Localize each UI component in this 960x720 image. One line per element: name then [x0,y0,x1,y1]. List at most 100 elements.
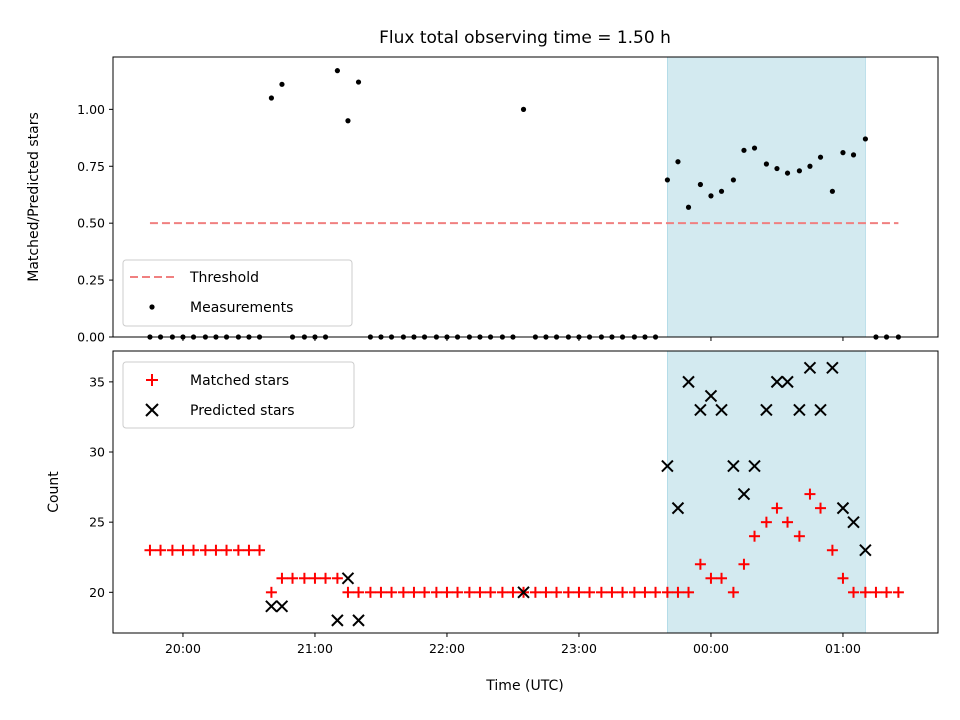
legend-matched-label: Matched stars [190,373,289,389]
matched-star-marker [837,572,849,584]
matched-star-marker [386,586,398,598]
matched-star-marker [694,558,706,570]
measurement-point [774,165,780,172]
predicted-star-marker [341,572,355,585]
predicted-star-marker [737,487,751,501]
matched-star-marker [155,544,167,556]
predicted-star-marker [770,375,784,389]
matched-star-marker [782,516,794,528]
matched-star-marker [430,586,442,598]
bottom-shaded-region [667,350,866,634]
matched-star-marker [342,586,354,598]
matched-star-marker [419,586,431,598]
measurement-point [697,181,704,188]
predicted-star-marker [682,375,695,389]
predicted-star-marker [715,403,728,417]
measurement-point [741,147,747,153]
predicted-star-marker [793,403,806,417]
matched-star-marker [397,586,409,598]
matched-star-marker [364,586,376,598]
matched-star-marker [727,586,739,598]
matched-star-marker [331,572,343,584]
measurement-point [334,68,340,74]
bottom-x-tick-label: 23:00 [561,641,597,656]
bottom-legend: Matched stars Predicted stars [122,361,355,429]
top-y-tick-label: 1.00 [77,102,105,117]
matched-star-marker [562,586,574,598]
predicted-star-marker [826,361,839,375]
measurement-point [268,95,274,101]
matched-star-marker [573,586,585,598]
bottom-y-tick-label: 20 [89,585,105,600]
measurement-point [807,163,813,169]
predicted-star-marker [748,459,761,473]
matched-star-marker [276,572,288,584]
measurement-point [817,154,824,160]
matched-star-marker [870,586,882,598]
bottom-x-tick-label: 01:00 [825,641,861,656]
matched-star-marker [628,586,640,598]
predicted-star-marker [803,361,817,375]
measurement-point [730,177,737,183]
measurement-point [751,145,758,151]
figure-title: Flux total observing time = 1.50 h [379,28,671,48]
matched-star-marker [859,586,871,598]
top-y-tick-label: 0.25 [77,273,105,288]
matched-star-marker [507,586,519,598]
matched-star-marker [474,586,486,598]
matched-star-marker [243,544,255,556]
top-y-tick-label: 0.00 [77,330,105,345]
measurement-point [850,152,857,158]
matched-star-marker [254,544,266,556]
bottom-legend-box [122,361,355,429]
measurement-point [796,168,803,174]
predicted-star-marker [517,586,530,599]
matched-star-marker [815,502,827,514]
matched-star-marker [892,586,904,598]
predicted-star-marker [275,600,289,613]
legend-matched-swatch [146,374,158,386]
matched-star-marker [232,544,244,556]
matched-star-marker [595,586,607,598]
measurement-point [345,118,351,124]
predicted-star-marker [661,459,674,473]
matched-star-marker [463,586,475,598]
matched-star-marker [353,586,365,598]
matched-star-marker [661,586,673,598]
legend-threshold-label: Threshold [189,270,259,286]
matched-star-marker [298,572,310,584]
matched-star-marker [496,586,508,598]
matched-star-marker [793,530,805,542]
predicted-star-marker [760,403,773,417]
matched-star-marker [540,586,552,598]
measurement-point [664,177,671,183]
predicted-star-marker [847,515,860,529]
predicted-star-marker [727,459,740,473]
matched-star-marker [771,502,783,514]
matched-star-marker [265,586,277,598]
matched-star-marker [804,488,816,500]
predicted-star-marker [671,501,685,515]
matched-star-marker [760,516,772,528]
matched-star-marker [309,572,321,584]
matched-star-marker [617,586,629,598]
bottom-x-tick-label: 21:00 [297,641,333,656]
matched-star-marker [650,586,662,598]
matched-star-marker [166,544,178,556]
matched-star-marker [144,544,156,556]
measurement-point [718,188,725,194]
matched-star-marker [551,586,563,598]
measurement-point [685,204,692,210]
matched-star-marker [672,586,684,598]
matched-star-marker [408,586,420,598]
matched-star-marker [320,572,332,584]
matched-star-marker [826,544,838,556]
legend-measurements-swatch [149,304,155,310]
top-legend-box [122,259,353,327]
matched-star-marker [705,572,717,584]
bottom-y-tick-label: 25 [89,515,105,530]
matched-star-marker [210,544,222,556]
top-y-tick-label: 0.50 [77,216,105,231]
legend-predicted-label: Predicted stars [190,403,295,419]
